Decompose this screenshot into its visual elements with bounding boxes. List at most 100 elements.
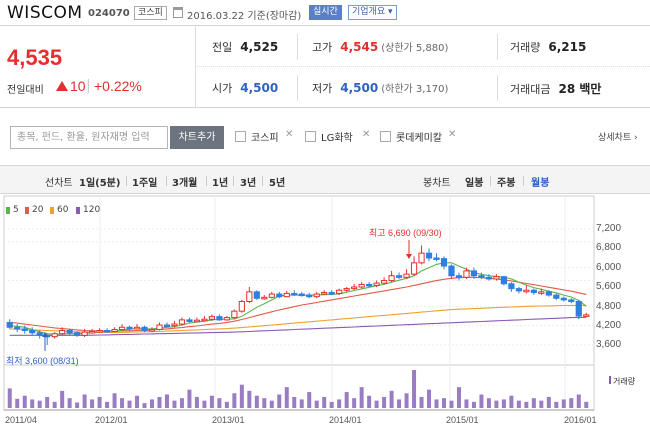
- candle-body: [568, 299, 575, 302]
- volume-bar: [120, 398, 125, 408]
- candle-body: [575, 301, 582, 317]
- candle-body: [553, 294, 560, 299]
- company-info-dropdown[interactable]: 기업개요 ▾: [348, 5, 397, 20]
- volume-bar: [172, 400, 177, 408]
- x-tick: 2011/04: [5, 415, 37, 425]
- candle-body: [268, 293, 275, 298]
- stock-name: WISCOM: [7, 3, 83, 23]
- candle-body: [433, 257, 440, 260]
- realtime-button[interactable]: 실시간: [309, 5, 342, 20]
- stock-header: WISCOM 024070 코스피 2016.03.22 기준(장마감) 실시간…: [0, 0, 650, 26]
- x-tick: 2012/01: [95, 415, 128, 425]
- candle-body: [388, 275, 395, 282]
- volume-bar: [150, 399, 154, 408]
- candle-body: [81, 331, 88, 336]
- volume-bar: [75, 402, 80, 408]
- period-1week[interactable]: 1주일: [132, 178, 158, 189]
- period-monthly[interactable]: 월봉: [531, 178, 550, 189]
- line-chart-label: 선차트: [45, 178, 73, 189]
- volume-bar: [217, 398, 222, 408]
- detail-chart-link[interactable]: 상세차트 ›: [598, 133, 638, 143]
- up-arrow-icon: [56, 81, 68, 91]
- change-percent: +0.22%: [94, 78, 142, 94]
- candle-body: [59, 330, 66, 335]
- ma60-line: [9, 304, 587, 333]
- candle-body: [283, 292, 290, 298]
- volume-bar: [37, 400, 42, 408]
- volume-bar: [494, 400, 499, 408]
- volume-bar: [561, 399, 566, 408]
- y-tick: 4,800: [596, 301, 622, 312]
- compare-checkbox-kospi[interactable]: [235, 131, 246, 142]
- remove-kospi-icon[interactable]: ✕: [285, 129, 294, 140]
- volume-bar: [284, 387, 289, 408]
- period-5year[interactable]: 5년: [269, 178, 286, 189]
- remove-lgchem-icon[interactable]: ✕: [362, 129, 371, 140]
- volume-bar: [7, 388, 12, 408]
- volume: 거래량 6,215: [510, 40, 587, 54]
- candle-body: [89, 330, 96, 334]
- volume-bar: [112, 393, 117, 408]
- candle-body: [493, 276, 500, 280]
- candle-body: [321, 291, 328, 295]
- volume-bar: [179, 398, 184, 408]
- candle-body: [440, 258, 448, 267]
- search-bar: 종목, 펀드, 환율, 원자재명 입력 차트추가 코스피 ✕ LG화학 ✕ 롯데…: [0, 108, 650, 166]
- compare-checkbox-lgchem[interactable]: [305, 131, 316, 142]
- candle-body: [208, 316, 215, 320]
- volume-bar: [404, 393, 409, 408]
- volume-bar: [52, 401, 57, 408]
- candle-body: [111, 329, 118, 332]
- candle-body: [6, 321, 13, 328]
- remove-lotte-icon[interactable]: ✕: [448, 129, 457, 140]
- quote-row-2: 시가 4,500 저가 4,500 (하한가 3,170) 거래대금 28 백만: [197, 67, 650, 108]
- compare-checkbox-lotte[interactable]: [380, 131, 391, 142]
- volume-bar: [239, 384, 244, 408]
- period-weekly[interactable]: 주봉: [497, 178, 516, 189]
- volume-bar: [509, 395, 514, 408]
- volume-bar: [584, 401, 589, 408]
- period-3month[interactable]: 3개월: [172, 178, 198, 189]
- candle-body: [141, 326, 148, 331]
- volume-bar: [157, 396, 162, 408]
- volume-bar: [60, 390, 65, 408]
- x-tick: 2015/01: [446, 415, 479, 425]
- volume-bar: [412, 370, 417, 408]
- candle-body: [29, 330, 36, 334]
- period-1year[interactable]: 1년: [212, 178, 229, 189]
- x-tick: 2014/01: [329, 415, 362, 425]
- low-price: 저가 4,500 (하한가 3,170): [312, 81, 449, 95]
- volume-bar: [322, 396, 327, 408]
- candle-body: [14, 326, 21, 330]
- legend-ma120: 120: [83, 205, 101, 215]
- candle-body: [291, 292, 298, 296]
- volume-swatch: [609, 376, 611, 384]
- change-value: 10: [70, 78, 86, 94]
- volume-bar: [382, 396, 387, 408]
- min-price-label: 최저 3,600 (08/31): [6, 356, 79, 366]
- volume-bar: [22, 395, 27, 408]
- candle-body: [118, 326, 126, 331]
- high-price: 고가 4,545 (상한가 5,880): [312, 40, 449, 54]
- period-3year[interactable]: 3년: [240, 178, 257, 189]
- search-input[interactable]: 종목, 펀드, 환율, 원자재명 입력: [10, 126, 168, 149]
- min-arrowhead-icon: [42, 332, 48, 337]
- market-badge: 코스피: [134, 6, 167, 20]
- volume-bar: [569, 398, 574, 408]
- volume-bar: [449, 400, 454, 408]
- period-daily[interactable]: 일봉: [465, 178, 484, 189]
- volume-bar: [456, 387, 461, 408]
- volume-bar: [254, 395, 259, 408]
- candle-body: [583, 314, 590, 317]
- volume-bar: [576, 394, 581, 408]
- candle-chart-label: 봉차트: [423, 178, 451, 189]
- period-1day[interactable]: 1일(5분): [79, 178, 121, 189]
- volume-legend: 거래량: [613, 377, 636, 386]
- volume-bar: [539, 400, 544, 408]
- base-date: 2016.03.22 기준(장마감): [187, 11, 302, 22]
- volume-bar: [397, 399, 402, 408]
- add-chart-button[interactable]: 차트추가: [170, 126, 224, 149]
- candle-body: [470, 270, 478, 277]
- candle-body: [381, 280, 388, 284]
